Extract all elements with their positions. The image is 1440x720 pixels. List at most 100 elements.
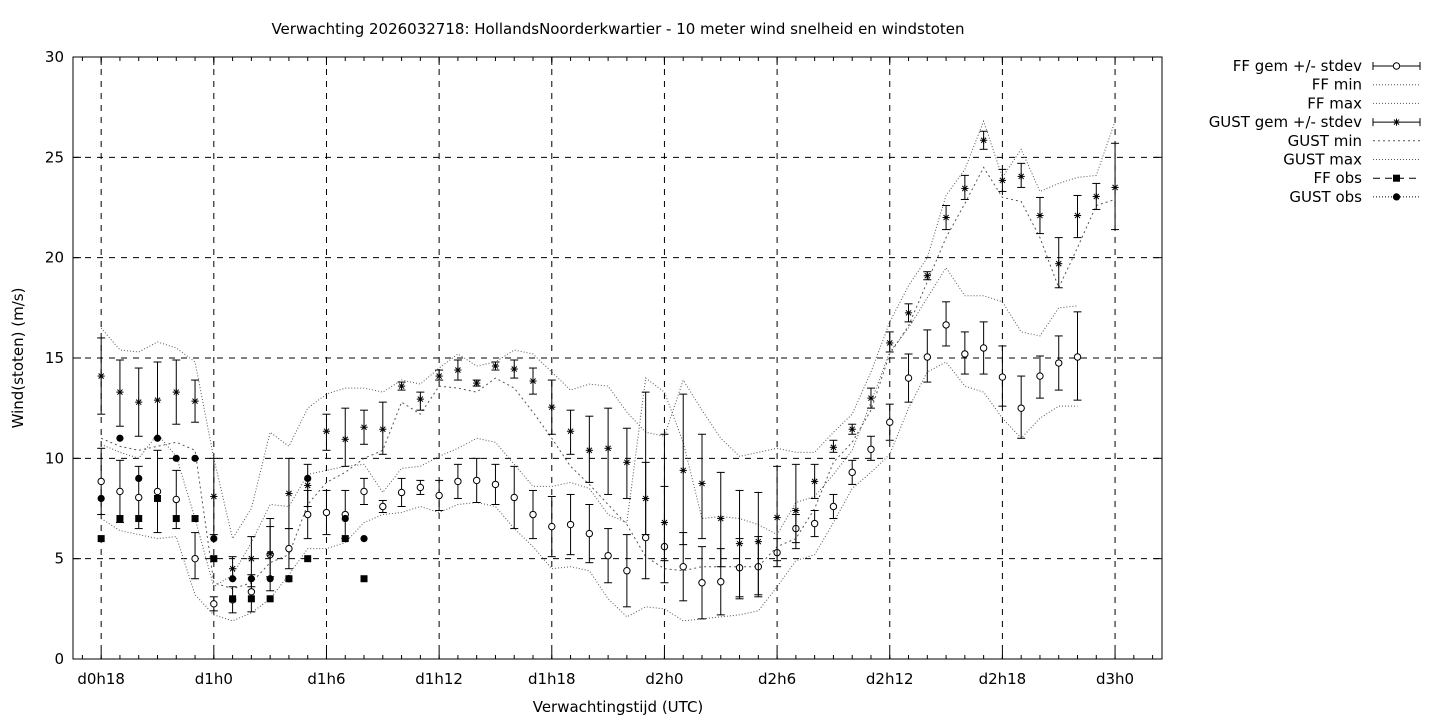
gust-mean-point (791, 463, 800, 550)
gust-mean-point-marker (792, 506, 800, 515)
gust-mean-point (303, 463, 312, 507)
gust-mean-point-marker (942, 213, 950, 222)
y-tick-label: 25 (45, 148, 64, 166)
ff-mean-point (923, 329, 932, 383)
gust-mean-point-marker (135, 398, 143, 406)
ff-mean-point-marker (210, 600, 218, 608)
gust-mean-point (322, 413, 331, 451)
ff-mean-point (115, 459, 124, 524)
y-tick-label: 10 (45, 449, 64, 467)
gust-mean-point (360, 409, 369, 445)
ff-obs-point (191, 515, 199, 523)
gust-mean-point-marker (604, 444, 612, 452)
legend-marker (1392, 193, 1401, 201)
gust-mean-point (960, 174, 969, 200)
gust-mean-point-marker (1017, 172, 1025, 180)
legend-marker (1393, 174, 1400, 182)
gust-mean-point-marker (379, 425, 387, 433)
gust-obs-point (341, 514, 349, 523)
ff-mean-point-marker (397, 488, 406, 497)
legend-label: GUST min (1288, 132, 1362, 150)
gust-mean-point (679, 393, 688, 546)
gust-mean-point-marker (116, 388, 124, 396)
gust-mean-point (153, 361, 162, 439)
ff-mean-point (529, 489, 538, 540)
gust-mean-point (1092, 182, 1101, 211)
gust-mean-point-marker (811, 477, 819, 486)
gust-mean-point (547, 379, 556, 435)
gust-mean-point (622, 427, 631, 499)
ff-mean-point (97, 447, 106, 516)
gust-mean-point (604, 407, 613, 495)
gust-mean-point-marker (1036, 211, 1044, 220)
gust-mean-point-marker (416, 395, 424, 403)
x-tick-label: d2h6 (758, 670, 796, 688)
x-tick-label: d0h18 (77, 670, 125, 688)
gust-mean-point-marker (341, 435, 349, 443)
ff-mean-point-marker (1055, 359, 1063, 367)
ff-mean-point-marker (285, 544, 293, 553)
ff-max-line (100, 266, 1078, 588)
gust-mean-point (341, 407, 350, 467)
gust-mean-point (810, 463, 819, 499)
ff-mean-point-marker (1073, 353, 1082, 361)
gust-mean-point-marker (172, 388, 180, 396)
gust-mean-point (172, 359, 181, 425)
ff-mean-point (1073, 311, 1082, 401)
ff-obs-point (247, 595, 255, 603)
gust-mean-point (115, 359, 124, 427)
ff-obs-point (341, 535, 349, 543)
ff-mean-point-marker (979, 344, 988, 352)
gust-obs-point (116, 434, 124, 442)
gust-mean-point (510, 359, 519, 379)
gust-mean-point (885, 331, 894, 353)
gust-mean-point (979, 130, 988, 150)
x-tick-label: d1h6 (307, 670, 345, 688)
gust-mean-point-marker (848, 425, 856, 433)
gust-mean-point (641, 461, 650, 536)
gust-mean-point (1017, 162, 1026, 188)
gust-mean-point-marker (529, 377, 537, 385)
x-axis-label: Verwachtingstijd (UTC) (533, 698, 704, 716)
ff-mean-point (848, 459, 857, 485)
gust-mean-point-marker (397, 382, 406, 390)
ff-mean-point-marker (604, 551, 612, 560)
gust-mean-point (585, 415, 594, 483)
ff-mean-point-marker (942, 321, 950, 329)
x-tick-label: d1h18 (528, 670, 576, 688)
gust-obs-point (247, 575, 255, 583)
gust-mean-point (378, 401, 387, 455)
ff-mean-point (510, 465, 519, 530)
ff-mean-point-marker (97, 477, 105, 486)
gust-mean-point-marker (454, 366, 462, 374)
gust-mean-point-marker (698, 479, 706, 488)
gust-mean-point (754, 491, 763, 598)
ff-mean-point (904, 353, 913, 403)
ff-mean-point-marker (867, 445, 875, 454)
ff-mean-point-marker (1017, 404, 1025, 412)
ff-mean-point-marker (904, 374, 913, 382)
gust-mean-point-marker (773, 513, 781, 522)
ff-mean-point-marker (135, 493, 143, 502)
gust-mean-point (191, 379, 200, 423)
gust-mean-point-marker (980, 136, 988, 144)
gust-mean-point (397, 381, 406, 391)
gust-mean-point (904, 303, 913, 323)
ff-mean-point-marker (510, 493, 518, 502)
gust-mean-point-marker (491, 362, 500, 370)
data-series (97, 119, 1120, 622)
ff-mean-point-marker (454, 477, 462, 486)
gust-mean-point (529, 367, 538, 395)
legend-label: GUST obs (1289, 188, 1362, 206)
legend-marker (1392, 118, 1401, 126)
ff-mean-point (322, 489, 331, 536)
gust-mean-point-marker (1073, 211, 1082, 220)
gust-mean-point-marker (623, 458, 631, 466)
gust-mean-point (866, 387, 875, 409)
ff-mean-point (885, 403, 894, 441)
gust-mean-point-marker (829, 443, 838, 451)
ff-obs-point (266, 595, 274, 603)
gust-mean-point (491, 361, 500, 371)
gust-mean-point-marker (961, 184, 969, 193)
